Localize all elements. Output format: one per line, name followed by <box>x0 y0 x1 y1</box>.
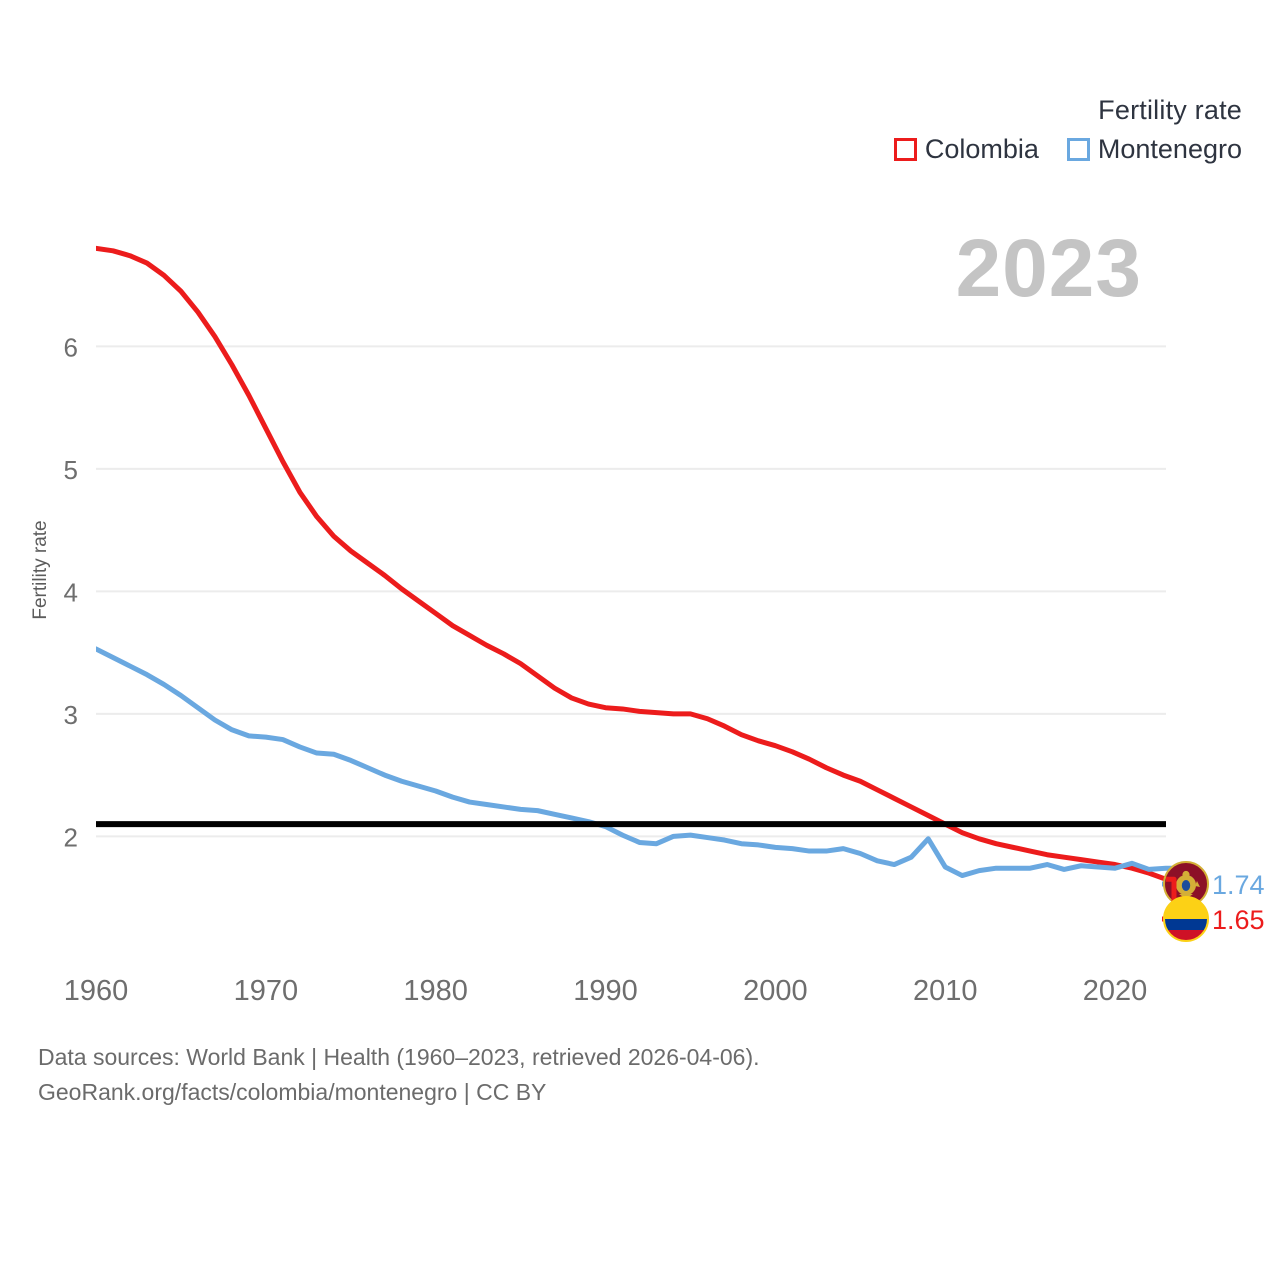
x-tick-label: 2000 <box>743 975 808 1007</box>
x-tick-label: 2010 <box>913 975 978 1007</box>
y-tick-label: 2 <box>64 822 78 852</box>
y-tick-label: 4 <box>64 577 78 607</box>
footer-attribution: Data sources: World Bank | Health (1960–… <box>38 1040 760 1110</box>
y-axis-tick-labels: 2 3 4 5 6 <box>64 332 78 852</box>
end-value-markers: 1.74 1.65 <box>1162 861 1265 942</box>
x-tick-label: 1990 <box>573 975 638 1007</box>
year-watermark: 2023 <box>955 223 1142 314</box>
legend-swatch-colombia <box>893 137 917 161</box>
series-line-colombia[interactable] <box>96 245 1166 882</box>
legend-label-colombia: Colombia <box>924 133 1039 164</box>
footer-line-sources: Data sources: World Bank | Health (1960–… <box>38 1044 760 1070</box>
series-line-montenegro[interactable] <box>96 646 1166 879</box>
y-axis-label: Fertility rate <box>30 520 51 619</box>
end-value-colombia: 1.65 <box>1212 905 1265 935</box>
chart-legend: Fertility rate Colombia Montenegro <box>893 95 1242 164</box>
footer-line-link[interactable]: GeoRank.org/facts/colombia/montenegro | … <box>38 1078 547 1105</box>
x-tick-label: 1970 <box>234 975 299 1007</box>
legend-title: Fertility rate <box>1098 95 1242 125</box>
y-tick-label: 6 <box>64 332 78 362</box>
legend-items: Colombia Montenegro <box>893 133 1242 164</box>
gridlines <box>96 345 1166 838</box>
series-lines <box>96 245 1166 882</box>
x-tick-label: 1960 <box>64 975 129 1007</box>
legend-swatch-montenegro <box>1066 137 1090 161</box>
end-value-montenegro: 1.74 <box>1212 870 1265 900</box>
x-tick-label: 2020 <box>1083 975 1148 1007</box>
y-tick-label: 3 <box>64 700 78 730</box>
x-tick-label: 1980 <box>403 975 468 1007</box>
y-tick-label: 5 <box>64 455 78 485</box>
legend-item-montenegro[interactable]: Montenegro <box>1066 133 1242 164</box>
legend-item-colombia[interactable]: Colombia <box>893 133 1039 164</box>
x-axis-tick-labels: 1960 1970 1980 1990 2000 2010 2020 <box>64 975 1148 1007</box>
colombia-flag-icon <box>1163 896 1209 942</box>
legend-label-montenegro: Montenegro <box>1097 133 1242 164</box>
